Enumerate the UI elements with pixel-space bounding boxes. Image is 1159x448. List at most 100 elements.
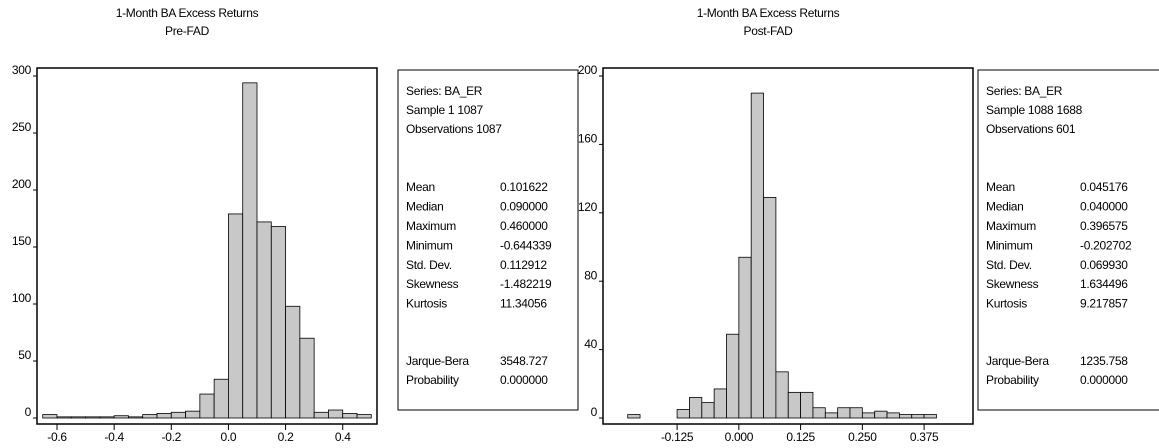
x-tick-label: -0.125 (661, 430, 694, 444)
bar (701, 402, 715, 419)
bar (849, 407, 863, 419)
test-value: 0.000000 (500, 373, 548, 387)
stat-label: Skewness (986, 277, 1039, 291)
bar (85, 416, 101, 419)
bar (824, 412, 839, 419)
test-label: Jarque-Bera (406, 354, 469, 368)
stat-label: Skewness (406, 277, 459, 291)
bar (750, 92, 764, 419)
y-tick-label: 120 (578, 200, 598, 214)
stat-value: 0.460000 (500, 219, 548, 233)
stats-header: Observations 1087 (406, 122, 502, 136)
plot-frame (602, 67, 974, 425)
stats-header: Series: BA_ER (406, 84, 483, 98)
bar (170, 411, 186, 419)
x-tick-label: 0.000 (725, 430, 754, 444)
bar (738, 256, 752, 419)
bar (342, 413, 358, 419)
bar (256, 221, 272, 419)
stats-header: Observations 601 (986, 122, 1076, 136)
y-tick-label: 200 (12, 177, 32, 191)
stat-value: 0.112912 (500, 258, 547, 272)
stat-label: Median (406, 200, 444, 214)
stat-label: Minimum (406, 238, 453, 252)
stat-value: -0.644339 (500, 238, 552, 252)
stat-label: Maximum (406, 219, 456, 233)
stat-label: Maximum (986, 219, 1036, 233)
chart-subtitle: Post-FAD (744, 24, 794, 38)
bar (763, 197, 777, 419)
bar (285, 305, 301, 419)
y-tick-label: 0 (591, 405, 598, 419)
chart-title: 1-Month BA Excess Returns (697, 6, 840, 20)
x-tick-label: -0.2 (162, 430, 182, 444)
bar (861, 412, 876, 419)
y-tick-label: 50 (18, 348, 31, 362)
stat-label: Std. Dev. (406, 258, 452, 272)
bar (313, 411, 329, 419)
plot-frame (36, 67, 378, 425)
bar (270, 226, 286, 419)
chart-title: 1-Month BA Excess Returns (116, 6, 259, 20)
bar (185, 410, 201, 419)
bar (898, 414, 913, 419)
y-tick-label: 150 (12, 234, 32, 248)
stat-value: 0.396575 (1080, 219, 1128, 233)
stat-label: Std. Dev. (986, 258, 1032, 272)
y-tick-label: 300 (12, 63, 32, 77)
stat-value: 0.090000 (500, 200, 548, 214)
y-tick-label: 80 (584, 268, 597, 282)
y-tick-label: 250 (12, 120, 32, 134)
test-label: Probability (986, 373, 1039, 387)
bar (156, 413, 172, 419)
stats-box (397, 69, 579, 411)
stat-label: Kurtosis (406, 297, 447, 311)
y-tick-label: 200 (578, 63, 598, 77)
stat-label: Kurtosis (986, 297, 1027, 311)
stats-header: Sample 1088 1688 (986, 103, 1083, 117)
stat-label: Median (986, 200, 1024, 214)
x-tick-label: 0.250 (848, 430, 877, 444)
stat-value: 0.101622 (500, 180, 548, 194)
bar (911, 414, 925, 419)
stats-box (977, 69, 1159, 411)
stat-label: Mean (406, 180, 435, 194)
x-tick-label: 0.375 (910, 430, 939, 444)
bar (328, 409, 344, 419)
bar (70, 416, 86, 419)
stat-value: 1.634496 (1080, 277, 1128, 291)
test-label: Jarque-Bera (986, 354, 1049, 368)
stat-value: -1.482219 (500, 277, 552, 291)
bar (923, 414, 937, 419)
bar (142, 414, 158, 419)
bar (627, 414, 641, 419)
bar (56, 416, 72, 419)
y-tick-label: 0 (25, 405, 32, 419)
bar (99, 416, 115, 419)
bar (726, 333, 740, 419)
bar (199, 393, 215, 419)
bar (874, 410, 888, 419)
bar (42, 414, 58, 419)
bar (128, 416, 144, 419)
bar (886, 412, 900, 419)
stat-value: 9.217857 (1080, 297, 1128, 311)
stat-value: 11.34056 (500, 297, 547, 311)
stat-value: 0.045176 (1080, 180, 1128, 194)
stats-header: Series: BA_ER (986, 84, 1063, 98)
x-tick-label: -0.6 (47, 430, 67, 444)
stat-value: -0.202702 (1080, 238, 1132, 252)
y-tick-label: 100 (12, 291, 32, 305)
bar (775, 371, 789, 419)
bar (787, 391, 801, 419)
stat-label: Mean (986, 180, 1015, 194)
x-tick-label: 0.2 (278, 430, 294, 444)
stat-label: Minimum (986, 238, 1033, 252)
bar (812, 407, 826, 419)
y-tick-label: 160 (578, 132, 598, 146)
bar (837, 407, 851, 419)
bar (213, 378, 229, 419)
bar (242, 82, 258, 419)
bar (800, 391, 814, 419)
